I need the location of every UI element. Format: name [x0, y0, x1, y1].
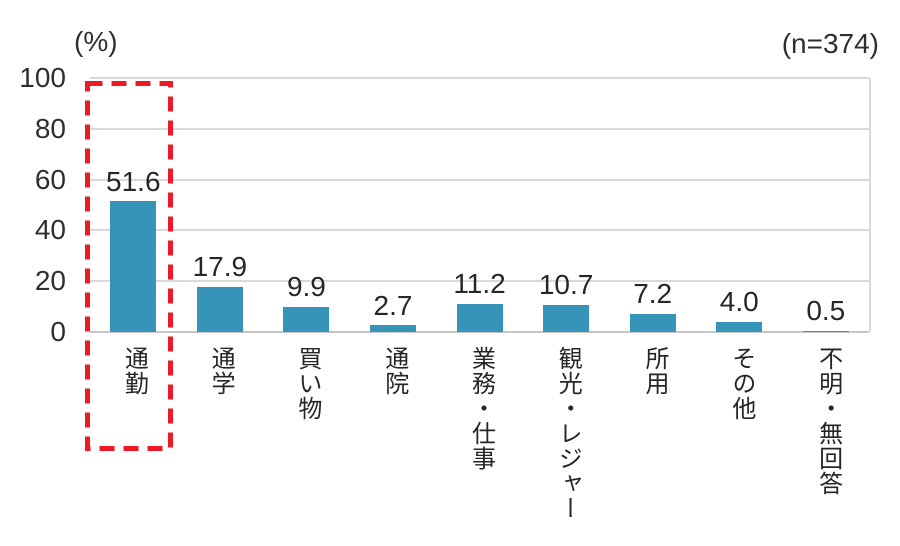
bar-commute-school: [196, 286, 243, 332]
gridline-80: [90, 127, 869, 130]
x-label-personal-business: 所用: [641, 346, 669, 396]
x-label-commute-school: 通学: [207, 346, 235, 396]
bar-column-business-work: 11.2: [436, 78, 523, 332]
bar-unknown-no-answer: [802, 330, 849, 332]
bar-value-label: 4.0: [719, 286, 759, 318]
bar-column-commute-work: 51.6: [90, 78, 177, 332]
bar-shopping: [283, 306, 330, 332]
bar-value-label: 0.5: [806, 295, 846, 327]
y-axis: 100 80 60 40 20 0: [0, 64, 66, 346]
x-label-other: その他: [727, 346, 755, 421]
bars-row: 51.6 17.9 9.9 2.7 11.2 10.7: [90, 78, 869, 332]
bar-value-label: 7.2: [633, 278, 673, 310]
y-tick-0: 0: [50, 316, 66, 347]
bar-business-work: [456, 303, 503, 332]
bar-column-tourism-leisure: 10.7: [523, 78, 610, 332]
x-label-business-work: 業務・仕事: [467, 346, 495, 471]
bar-value-label: 11.2: [453, 268, 506, 300]
x-axis-category-labels: 通勤 通学 買い物 通院 業務・仕事 観光・レジャー 所用 その他 不明・無回答: [90, 346, 871, 521]
bar-column-shopping: 9.9: [263, 78, 350, 332]
plot-area: 51.6 17.9 9.9 2.7 11.2 10.7: [90, 77, 871, 333]
bar-column-unknown-no-answer: 0.5: [783, 78, 870, 332]
y-tick-40: 40: [34, 214, 66, 246]
bar-commute-work: [110, 200, 157, 332]
gridline-0-baseline: [90, 331, 869, 333]
bar-value-label: 10.7: [538, 269, 594, 301]
bar-personal-business: [629, 313, 676, 332]
bar-column-hospital-visit: 2.7: [350, 78, 437, 332]
bar-hospital-visit: [369, 325, 416, 332]
bar-value-label: 51.6: [106, 165, 161, 197]
gridline-60: [90, 178, 869, 181]
y-tick-60: 60: [34, 163, 66, 195]
bar-value-label: 9.9: [286, 271, 326, 303]
x-label-shopping: 買い物: [293, 346, 321, 421]
bar-column-personal-business: 7.2: [609, 78, 696, 332]
bar-column-other: 4.0: [696, 78, 783, 332]
y-tick-100: 100: [19, 62, 66, 93]
bar-value-label: 17.9: [192, 251, 248, 283]
bar-column-commute-school: 17.9: [177, 78, 264, 332]
x-label-commute-work: 通勤: [120, 346, 148, 396]
y-tick-20: 20: [34, 265, 66, 297]
gridline-40: [90, 229, 869, 232]
x-label-hospital-visit: 通院: [380, 346, 408, 396]
x-label-tourism-leisure: 観光・レジャー: [554, 346, 582, 521]
x-label-unknown-no-answer: 不明・無回答: [814, 346, 842, 496]
gridline-20: [90, 280, 869, 283]
bar-value-label: 2.7: [373, 289, 413, 321]
bar-other: [716, 321, 763, 332]
y-axis-unit-label: (%): [74, 26, 118, 57]
sample-size-label: (n=374): [781, 28, 879, 59]
y-tick-80: 80: [34, 112, 66, 144]
bar-tourism-leisure: [543, 304, 590, 332]
gridline-100: [90, 77, 869, 79]
